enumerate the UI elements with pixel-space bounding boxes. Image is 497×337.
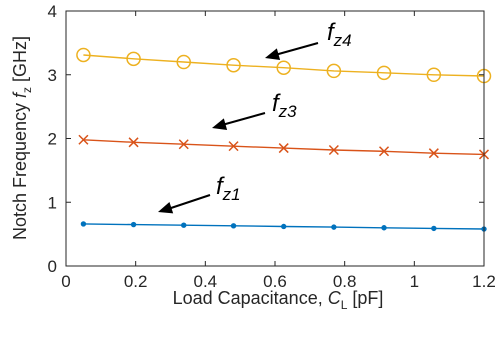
x-tick-label-0: 0: [61, 272, 70, 291]
data-point-fz4-1: [126, 51, 141, 67]
data-point-fz4-0: [76, 47, 91, 63]
data-point-fz3-7: [428, 148, 439, 159]
y-tick-label-0: 0: [48, 257, 57, 276]
annotation-arrow-shaft-fz3: [221, 112, 266, 126]
annotation-arrow-head-fz4: [265, 48, 281, 60]
data-point-fz3-3: [228, 141, 239, 152]
x-tick-label-6: 1.2: [472, 272, 496, 291]
data-point-fz3-2: [178, 139, 189, 150]
x-tick-label-3: 0.6: [263, 272, 287, 291]
data-point-fz3-1: [128, 137, 139, 148]
data-point-fz4-7: [426, 67, 442, 82]
annotation-arrow-shaft-fz4: [274, 42, 319, 56]
annotation-arrow-shaft-fz1: [167, 194, 211, 210]
data-point-fz3-6: [378, 146, 390, 157]
x-tick-label-1: 0.2: [124, 272, 148, 291]
y-tick-label-1: 1: [48, 193, 57, 212]
data-point-fz1-1: [130, 221, 137, 228]
x-tick-label-4: 0.8: [333, 272, 357, 291]
chart-marks: [76, 47, 492, 232]
data-point-fz4-6: [376, 65, 392, 81]
y-tick-label-2: 2: [48, 130, 57, 149]
data-point-fz3-4: [278, 143, 289, 154]
data-point-fz1-6: [381, 225, 387, 231]
series-annotations: fz1 fz3 fz4: [158, 19, 352, 214]
data-point-fz1-3: [230, 223, 237, 229]
data-point-fz3-0: [78, 134, 89, 145]
annotation-arrow-head-fz1: [158, 201, 174, 214]
data-point-fz1-0: [80, 221, 87, 227]
chart-axes: 0 0.2 0.4 0.6 0.8 1 1.2 0 1 2 3 4: [48, 2, 496, 291]
data-point-fz4-5: [326, 63, 342, 79]
data-point-fz3-5: [328, 144, 339, 156]
x-tick-label-2: 0.4: [194, 272, 218, 291]
series-line-fz4: [83, 54, 485, 77]
annotation-arrow-head-fz3: [212, 118, 228, 130]
y-tick-label-4: 4: [48, 2, 57, 21]
series-label-fz1: fz1: [216, 173, 241, 204]
y-axis-title: Notch Frequency fz [GHz]: [10, 36, 34, 240]
data-point-fz1-2: [181, 222, 187, 228]
data-point-fz1-7: [431, 225, 437, 232]
data-point-fz1-5: [331, 224, 337, 230]
data-point-fz4-3: [226, 57, 241, 73]
data-point-fz4-2: [176, 54, 191, 70]
series-label-fz3: fz3: [272, 90, 297, 121]
x-tick-label-5: 1: [410, 272, 419, 291]
data-point-fz4-4: [276, 60, 291, 75]
series-label-fz4: fz4: [327, 19, 352, 50]
data-point-fz1-4: [281, 223, 287, 230]
x-axis-title: Load Capacitance, CL [pF]: [173, 288, 384, 312]
y-tick-label-3: 3: [48, 66, 57, 85]
